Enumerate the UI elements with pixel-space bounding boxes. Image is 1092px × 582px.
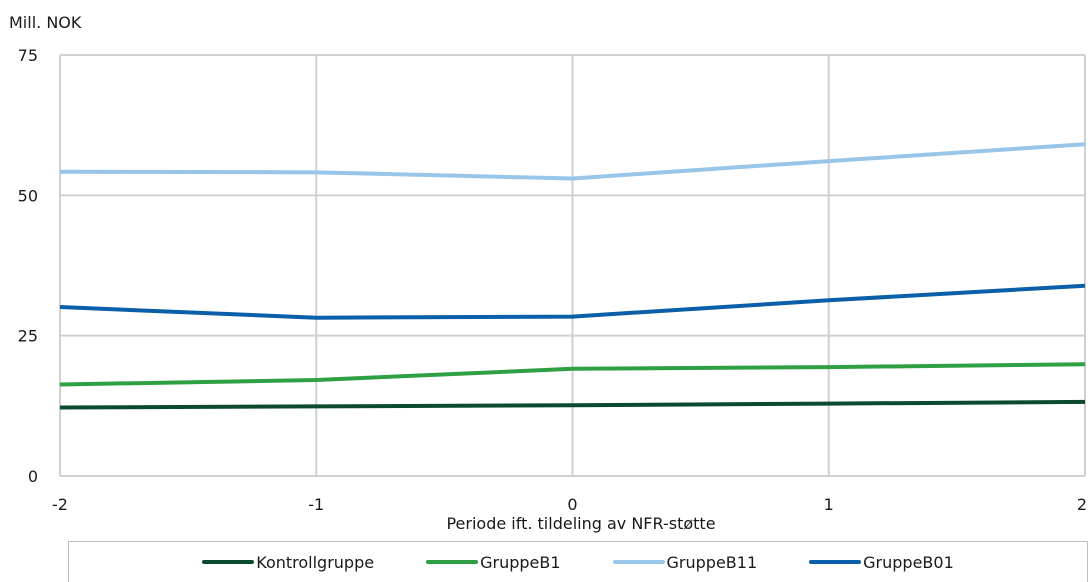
legend-item: Kontrollgruppe (202, 553, 374, 572)
x-tick-label: 0 (567, 495, 577, 514)
legend: Kontrollgruppe GruppeB1 GruppeB11 GruppeB01 (68, 541, 1088, 582)
x-tick-label: 1 (824, 495, 834, 514)
gridlines (59, 54, 1086, 477)
legend-item: GruppeB11 (612, 552, 758, 572)
x-tick-label: 2 (1077, 495, 1087, 514)
legend-swatch (612, 560, 665, 564)
y-tick-label: 25 (18, 327, 38, 346)
legend-item: GruppeB1 (426, 552, 561, 572)
legend-item: GruppeB01 (809, 553, 954, 572)
x-axis-label: Periode ift. tildeling av NFR-støtte (446, 514, 715, 533)
series-line-gruppeb1 (59, 362, 1086, 387)
x-tick-label: -1 (308, 495, 324, 514)
x-axis-ticks: -2 -1 0 1 2 (52, 495, 1087, 514)
legend-label: GruppeB11 (666, 552, 758, 572)
series-line-kontrollgruppe (59, 399, 1086, 410)
legend-label: Kontrollgruppe (256, 552, 375, 572)
y-axis-unit-label: Mill. NOK (9, 13, 82, 32)
y-tick-label: 50 (18, 186, 38, 205)
y-axis-ticks: 0 25 50 75 (18, 46, 38, 486)
series-lines (59, 142, 1086, 410)
x-tick-label: -2 (52, 495, 68, 514)
y-tick-label: 0 (28, 467, 38, 486)
series-line-gruppeb01 (59, 283, 1086, 320)
legend-swatch (809, 560, 862, 564)
legend-swatch (426, 560, 479, 564)
y-tick-label: 75 (18, 46, 38, 65)
legend-label: GruppeB01 (863, 552, 954, 572)
series-line-gruppeb11 (59, 142, 1086, 181)
legend-swatch (202, 560, 255, 564)
legend-label: GruppeB1 (480, 552, 561, 572)
